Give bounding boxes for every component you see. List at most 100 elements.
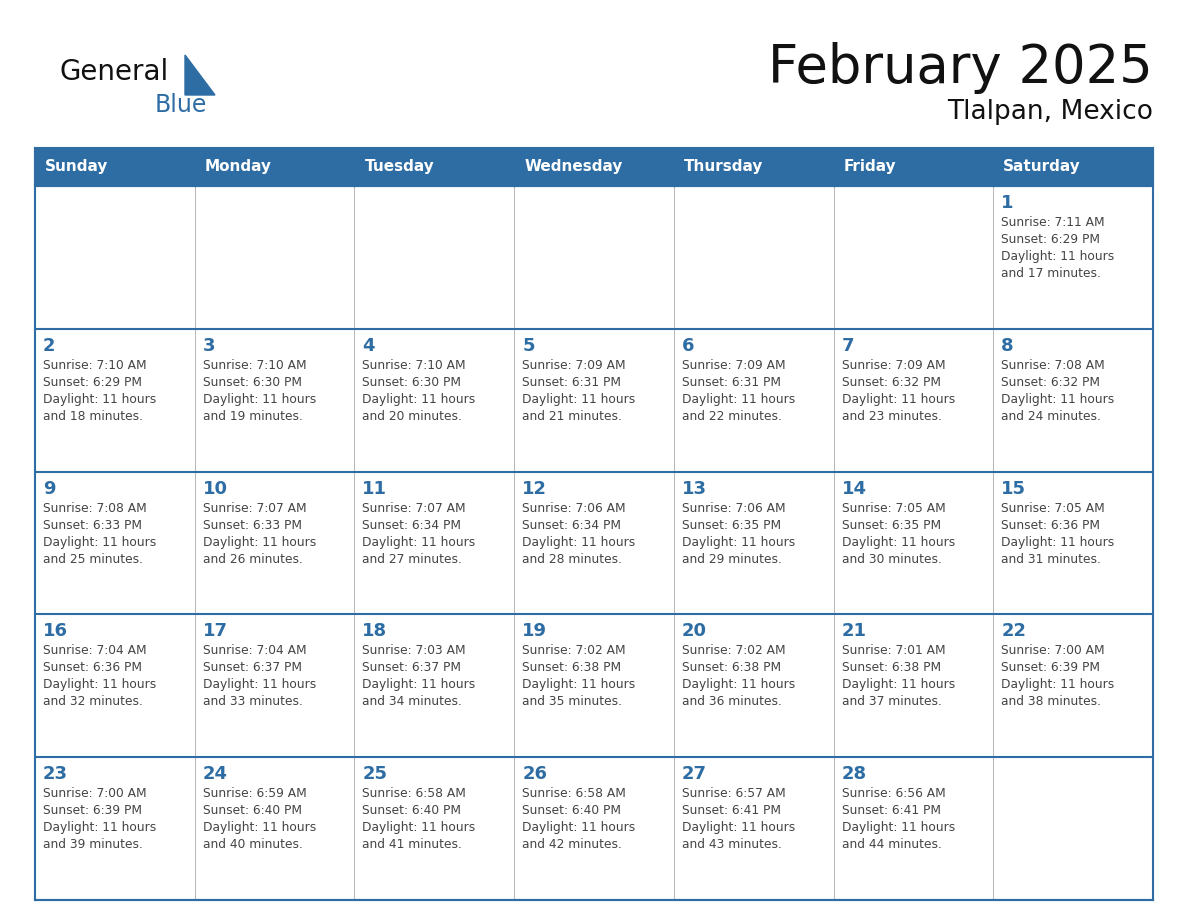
Text: and 37 minutes.: and 37 minutes. — [841, 696, 941, 709]
Text: Daylight: 11 hours: Daylight: 11 hours — [841, 393, 955, 406]
Text: Daylight: 11 hours: Daylight: 11 hours — [523, 678, 636, 691]
Bar — [514, 472, 674, 614]
Text: 19: 19 — [523, 622, 548, 641]
Text: Sunrise: 7:11 AM: Sunrise: 7:11 AM — [1001, 216, 1105, 229]
Text: Sunset: 6:35 PM: Sunset: 6:35 PM — [682, 519, 781, 532]
Text: and 26 minutes.: and 26 minutes. — [203, 553, 303, 565]
Text: Daylight: 11 hours: Daylight: 11 hours — [362, 822, 475, 834]
Text: and 32 minutes.: and 32 minutes. — [43, 696, 143, 709]
Text: Daylight: 11 hours: Daylight: 11 hours — [1001, 250, 1114, 263]
Text: Daylight: 11 hours: Daylight: 11 hours — [203, 535, 316, 549]
Text: and 24 minutes.: and 24 minutes. — [1001, 409, 1101, 423]
Text: Daylight: 11 hours: Daylight: 11 hours — [203, 393, 316, 406]
Text: Friday: Friday — [843, 160, 896, 174]
Bar — [834, 472, 993, 614]
Text: and 17 minutes.: and 17 minutes. — [1001, 267, 1101, 280]
Text: Sunset: 6:38 PM: Sunset: 6:38 PM — [523, 661, 621, 675]
Text: Sunrise: 7:05 AM: Sunrise: 7:05 AM — [841, 501, 946, 515]
Text: and 43 minutes.: and 43 minutes. — [682, 838, 782, 851]
Text: Sunrise: 7:08 AM: Sunrise: 7:08 AM — [1001, 359, 1105, 372]
Text: and 36 minutes.: and 36 minutes. — [682, 696, 782, 709]
Text: Sunset: 6:32 PM: Sunset: 6:32 PM — [1001, 375, 1100, 389]
Text: Sunrise: 7:04 AM: Sunrise: 7:04 AM — [43, 644, 146, 657]
Text: Sunset: 6:41 PM: Sunset: 6:41 PM — [682, 804, 781, 817]
Text: 11: 11 — [362, 479, 387, 498]
Text: Sunrise: 6:58 AM: Sunrise: 6:58 AM — [362, 788, 467, 800]
Text: 2: 2 — [43, 337, 56, 354]
Text: 28: 28 — [841, 766, 867, 783]
Text: Blue: Blue — [154, 93, 208, 117]
Bar — [514, 329, 674, 472]
Text: Sunset: 6:34 PM: Sunset: 6:34 PM — [362, 519, 461, 532]
Text: Sunrise: 7:10 AM: Sunrise: 7:10 AM — [362, 359, 466, 372]
Text: Sunrise: 7:00 AM: Sunrise: 7:00 AM — [1001, 644, 1105, 657]
Text: 10: 10 — [203, 479, 228, 498]
Bar — [195, 186, 354, 329]
Bar — [34, 148, 195, 186]
Text: 23: 23 — [43, 766, 68, 783]
Text: and 33 minutes.: and 33 minutes. — [203, 696, 303, 709]
Text: Sunset: 6:33 PM: Sunset: 6:33 PM — [43, 519, 143, 532]
Text: 21: 21 — [841, 622, 866, 641]
Text: and 41 minutes.: and 41 minutes. — [362, 838, 462, 851]
Text: 25: 25 — [362, 766, 387, 783]
Text: and 21 minutes.: and 21 minutes. — [523, 409, 623, 423]
Text: 8: 8 — [1001, 337, 1013, 354]
Bar — [834, 148, 993, 186]
Bar — [34, 148, 1154, 186]
Bar — [354, 148, 514, 186]
Text: 3: 3 — [203, 337, 215, 354]
Text: Sunset: 6:36 PM: Sunset: 6:36 PM — [1001, 519, 1100, 532]
Text: 12: 12 — [523, 479, 548, 498]
Text: 5: 5 — [523, 337, 535, 354]
Text: 15: 15 — [1001, 479, 1026, 498]
Text: 26: 26 — [523, 766, 548, 783]
Text: Sunrise: 7:06 AM: Sunrise: 7:06 AM — [523, 501, 626, 515]
Text: Sunset: 6:30 PM: Sunset: 6:30 PM — [362, 375, 461, 389]
Text: Daylight: 11 hours: Daylight: 11 hours — [682, 678, 795, 691]
Text: Daylight: 11 hours: Daylight: 11 hours — [43, 678, 157, 691]
Text: Daylight: 11 hours: Daylight: 11 hours — [203, 678, 316, 691]
Text: General: General — [61, 58, 169, 86]
Text: Daylight: 11 hours: Daylight: 11 hours — [43, 822, 157, 834]
Text: Sunset: 6:35 PM: Sunset: 6:35 PM — [841, 519, 941, 532]
Text: Daylight: 11 hours: Daylight: 11 hours — [1001, 535, 1114, 549]
Text: 4: 4 — [362, 337, 375, 354]
Bar — [354, 186, 514, 329]
Bar — [674, 472, 834, 614]
Text: 6: 6 — [682, 337, 694, 354]
Bar — [993, 614, 1154, 757]
Text: Sunset: 6:33 PM: Sunset: 6:33 PM — [203, 519, 302, 532]
Text: Sunrise: 7:04 AM: Sunrise: 7:04 AM — [203, 644, 307, 657]
Bar — [993, 329, 1154, 472]
Bar — [195, 472, 354, 614]
Bar — [34, 614, 195, 757]
Text: Sunrise: 7:10 AM: Sunrise: 7:10 AM — [43, 359, 146, 372]
Bar — [34, 186, 195, 329]
Text: Sunrise: 7:01 AM: Sunrise: 7:01 AM — [841, 644, 946, 657]
Text: Sunrise: 6:56 AM: Sunrise: 6:56 AM — [841, 788, 946, 800]
Bar — [993, 186, 1154, 329]
Text: 20: 20 — [682, 622, 707, 641]
Text: Sunset: 6:37 PM: Sunset: 6:37 PM — [362, 661, 461, 675]
Text: Daylight: 11 hours: Daylight: 11 hours — [523, 535, 636, 549]
Bar — [34, 329, 195, 472]
Text: 13: 13 — [682, 479, 707, 498]
Bar — [993, 757, 1154, 900]
Bar — [834, 329, 993, 472]
Text: Sunrise: 7:09 AM: Sunrise: 7:09 AM — [682, 359, 785, 372]
Text: and 42 minutes.: and 42 minutes. — [523, 838, 623, 851]
Bar — [834, 614, 993, 757]
Text: Daylight: 11 hours: Daylight: 11 hours — [682, 822, 795, 834]
Bar — [834, 186, 993, 329]
Text: Daylight: 11 hours: Daylight: 11 hours — [841, 822, 955, 834]
Text: Sunrise: 7:07 AM: Sunrise: 7:07 AM — [362, 501, 466, 515]
Text: 24: 24 — [203, 766, 228, 783]
Bar — [195, 148, 354, 186]
Text: and 20 minutes.: and 20 minutes. — [362, 409, 462, 423]
Text: Daylight: 11 hours: Daylight: 11 hours — [362, 393, 475, 406]
Text: Sunset: 6:31 PM: Sunset: 6:31 PM — [682, 375, 781, 389]
Text: Sunset: 6:32 PM: Sunset: 6:32 PM — [841, 375, 941, 389]
Text: Daylight: 11 hours: Daylight: 11 hours — [523, 393, 636, 406]
Bar — [514, 757, 674, 900]
